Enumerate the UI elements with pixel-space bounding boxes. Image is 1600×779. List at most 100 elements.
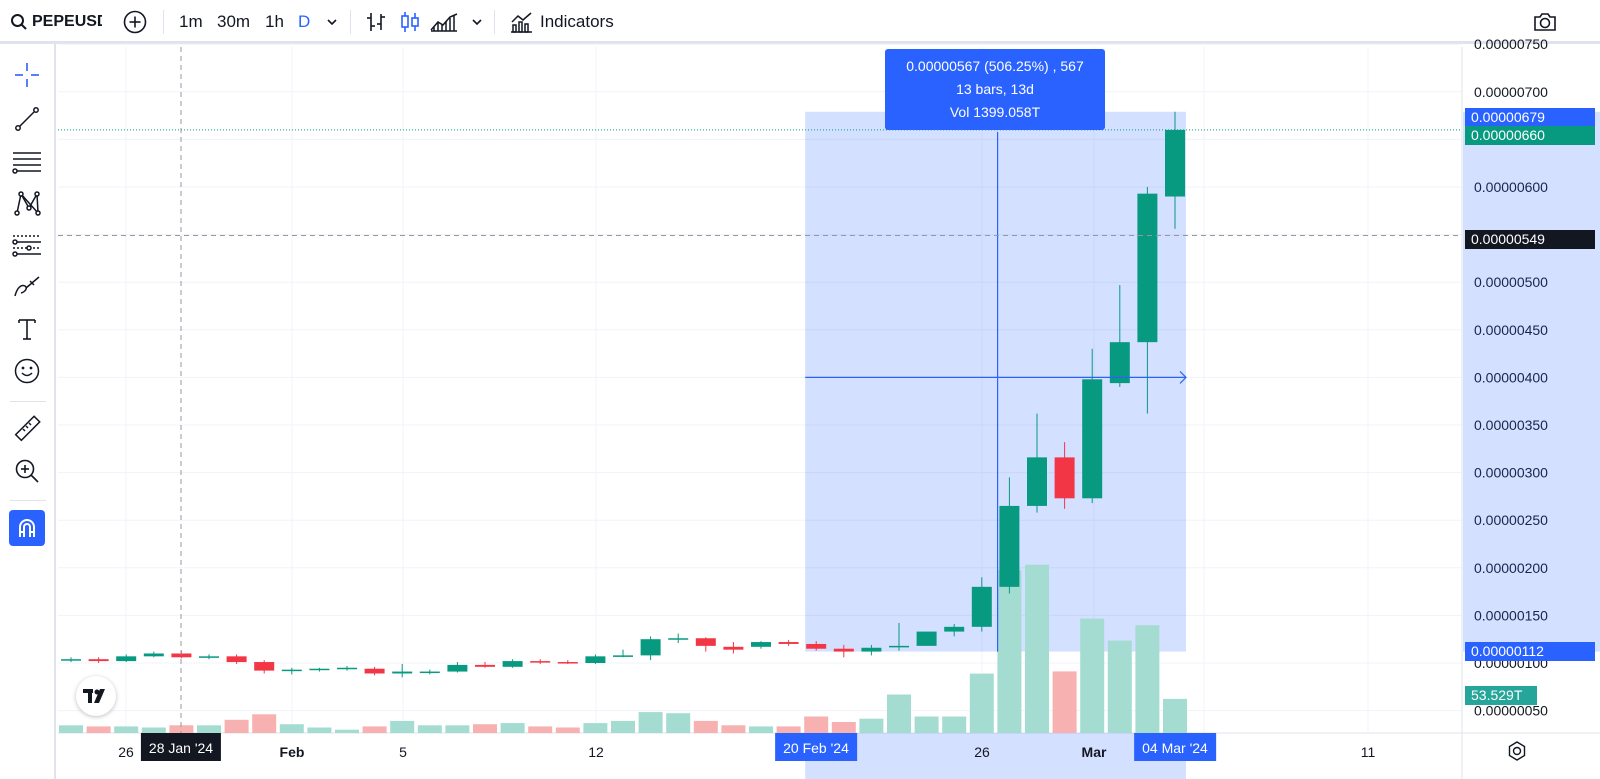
volume-bar [997, 570, 1022, 733]
measure-bottom-price-badge: 0.00000112 [1465, 642, 1595, 661]
time-label: 12 [588, 744, 604, 760]
magnet-mode-button[interactable] [9, 510, 45, 546]
volume-bar [804, 716, 829, 733]
candle-body [557, 662, 578, 664]
interval-dropdown-button[interactable] [325, 0, 339, 44]
emoji-tool[interactable] [8, 352, 46, 390]
interval-30m-button[interactable]: 30m [217, 0, 250, 44]
price-axis-label: 0.00000300 [1474, 465, 1548, 481]
candle-body [668, 638, 689, 640]
volume-bar [500, 723, 525, 733]
snapshot-button[interactable] [1532, 0, 1558, 44]
volume-bar [114, 726, 139, 733]
candle-style-button[interactable] [398, 0, 422, 44]
interval-d-label: D [298, 12, 311, 31]
pattern-tool[interactable] [8, 184, 46, 222]
fib-tool[interactable] [8, 226, 46, 264]
interval-30m-label: 30m [217, 12, 251, 31]
indicators-button[interactable]: Indicators [510, 0, 614, 44]
candle-body [613, 655, 633, 657]
candle-body [392, 671, 413, 674]
time-axis-settings-button[interactable] [1506, 740, 1528, 762]
volume-bar [417, 725, 442, 733]
volume-bar [362, 726, 387, 733]
candle-body [337, 667, 357, 670]
pattern-icon [14, 191, 41, 216]
horizontal-lines-tool[interactable] [8, 142, 46, 180]
trend-line-tool[interactable] [8, 100, 46, 138]
volume-bar [86, 726, 111, 733]
volume-bar [942, 716, 967, 733]
bar-style-button[interactable] [364, 0, 388, 44]
smiley-icon [14, 358, 40, 384]
measure-change: 0.00000567 (506.25%) , 567 [906, 58, 1084, 74]
volume-badge: 53.529T [1465, 686, 1537, 705]
time-label: 5 [399, 744, 407, 760]
candle-body [1082, 379, 1103, 499]
volume-bar [859, 718, 884, 733]
sidebar-divider [10, 500, 46, 501]
candle-body [1165, 129, 1185, 197]
brush-tool[interactable] [8, 268, 46, 306]
trend-line-icon [15, 107, 39, 131]
volume-bar [279, 724, 304, 733]
text-icon [18, 319, 36, 340]
tradingview-logo-button[interactable] [76, 676, 116, 716]
volume-bar [887, 694, 911, 733]
interval-1m-button[interactable]: 1m [179, 0, 203, 44]
toolbar-divider [350, 10, 351, 34]
interval-d-button[interactable]: D [298, 0, 310, 44]
volume-bar [749, 726, 773, 733]
candle-body [1054, 457, 1075, 499]
price-axis-label: 0.00000350 [1474, 417, 1548, 433]
text-tool[interactable] [8, 310, 46, 348]
measure-tooltip: 0.00000567 (506.25%) , 567 13 bars, 13d … [885, 49, 1105, 130]
candle-body [806, 643, 827, 649]
measure-top-price-badge: 0.00000679 [1465, 108, 1595, 127]
volume-bar [555, 727, 580, 733]
volume-bar [666, 713, 691, 733]
crosshair-icon [15, 63, 39, 87]
gear-icon [1508, 741, 1526, 761]
symbol-search-button[interactable]: PEPEUSD [10, 0, 102, 44]
volume-bar [224, 719, 249, 733]
ruler-tool[interactable] [8, 410, 46, 448]
candle-body [530, 661, 551, 663]
candle-body [1027, 457, 1047, 506]
interval-1h-button[interactable]: 1h [265, 0, 284, 44]
volume-bar [1025, 564, 1049, 733]
sidebar-divider [10, 401, 46, 402]
fibonacci-icon [12, 235, 41, 257]
candle-body [1109, 342, 1130, 384]
interval-1h-label: 1h [265, 12, 284, 31]
price-axis-label: 0.00000050 [1474, 703, 1548, 719]
area-style-button[interactable] [429, 0, 459, 44]
volume-bar [141, 727, 166, 733]
zoom-tool[interactable] [8, 452, 46, 490]
volume-bar [914, 716, 939, 733]
chart-style-dropdown-button[interactable] [470, 0, 484, 44]
candle-body [364, 668, 385, 674]
drawing-toolbar [0, 44, 56, 779]
volume-bar [169, 725, 194, 733]
candle-body [640, 639, 661, 656]
candle-body [475, 664, 495, 667]
price-axis-label: 0.00000400 [1474, 369, 1548, 385]
crosshair-date-badge: 28 Jan '24 [140, 733, 222, 761]
price-axis-label: 0.00000500 [1474, 274, 1548, 290]
compare-symbol-button[interactable] [123, 0, 147, 44]
candle-body [309, 668, 330, 671]
volume-bar [611, 720, 635, 733]
candle-body [585, 656, 606, 663]
chevron-down-icon [327, 19, 337, 26]
crosshair-tool[interactable] [8, 56, 46, 94]
time-label: 26 [974, 744, 990, 760]
price-axis-label: 0.00000600 [1474, 179, 1548, 195]
measure-arrow [1179, 370, 1187, 384]
candle-body [833, 648, 854, 652]
area-chart-icon [430, 13, 458, 32]
volume-bar [1052, 671, 1077, 733]
candle-body [254, 662, 275, 671]
measure-price-range-highlight [1463, 111, 1600, 652]
